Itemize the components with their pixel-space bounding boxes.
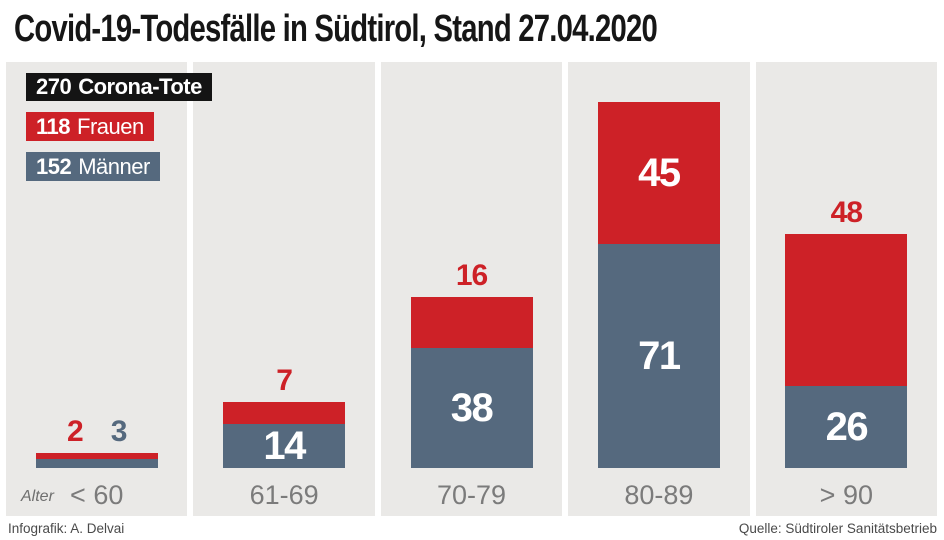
bar-segment-maenner: 14 — [223, 424, 346, 468]
legend-maenner-label: Männer — [78, 153, 150, 179]
axis-label-age-group: > 90 — [819, 480, 873, 510]
bar-value-labels: 48 — [756, 198, 937, 228]
legend-row-frauen: 118 Frauen — [26, 112, 212, 141]
legend-row-maenner: 152 Männer — [26, 152, 212, 181]
bar-segment-frauen — [35, 453, 158, 459]
stacked-bar — [35, 453, 158, 468]
value-label-maenner: 14 — [263, 424, 306, 468]
axis-label-age-group: < 60 — [70, 480, 124, 510]
value-label-frauen: 48 — [830, 196, 863, 229]
axis-label-age-group: 80-89 — [624, 480, 694, 510]
footer-source: Quelle: Südtiroler Sanitätsbetrieb — [738, 521, 937, 536]
legend-total: 270 Corona-Tote — [26, 73, 212, 101]
axis-label-age-group: 61-69 — [249, 480, 319, 510]
axis-label-age-group: 70-79 — [436, 480, 507, 510]
age-panel-3: 16 38 70-79 — [380, 62, 563, 516]
bar-segment-maenner: 71 — [597, 244, 720, 468]
value-label-maenner: 71 — [638, 334, 681, 378]
legend-maenner: 152 Männer — [26, 152, 160, 181]
bar-value-labels: 7 — [193, 366, 374, 396]
stacked-bar: 26 — [785, 234, 908, 468]
bar-segment-maenner: 26 — [785, 386, 908, 468]
stacked-bar: 45 71 — [597, 102, 720, 468]
bar-value-labels: 16 — [381, 261, 562, 291]
value-label-maenner: 38 — [450, 386, 494, 430]
bar-segment-maenner — [35, 459, 158, 468]
chart-title: Covid-19-Todesfälle in Südtirol, Stand 2… — [14, 8, 658, 50]
legend: 270 Corona-Tote 118 Frauen 152 Männer — [26, 73, 212, 192]
value-label-frauen: 16 — [455, 259, 488, 292]
bar-segment-frauen — [410, 297, 533, 348]
legend-total-value: 270 — [36, 74, 72, 99]
age-panel-4: 45 71 80-89 — [568, 62, 750, 516]
value-label-frauen: 2 — [67, 415, 84, 448]
footer-credit: Infografik: A. Delvai — [8, 521, 125, 536]
stacked-bar: 14 — [223, 402, 346, 468]
age-panel-5: 48 26 > 90 — [755, 62, 938, 516]
legend-maenner-value: 152 — [36, 153, 72, 179]
legend-total-label: Corona-Tote — [78, 74, 202, 99]
value-label-frauen: 45 — [638, 151, 681, 195]
legend-frauen-label: Frauen — [77, 113, 144, 139]
legend-row-total: 270 Corona-Tote — [26, 73, 212, 101]
axis-title-alter: Alter — [21, 488, 54, 505]
value-label-frauen: 7 — [276, 364, 293, 397]
bar-segment-frauen — [223, 402, 346, 424]
value-label-maenner: 3 — [110, 415, 128, 448]
footer: Infografik: A. Delvai Quelle: Südtiroler… — [0, 521, 944, 536]
bar-segment-frauen: 45 — [597, 102, 720, 244]
bar-segment-frauen — [785, 234, 908, 386]
age-panel-2: 7 14 61-69 — [193, 62, 375, 516]
stacked-bar: 38 — [410, 297, 533, 468]
legend-frauen: 118 Frauen — [26, 112, 154, 141]
value-label-maenner: 26 — [825, 405, 869, 449]
legend-frauen-value: 118 — [36, 113, 71, 139]
bar-segment-maenner: 38 — [410, 348, 533, 468]
